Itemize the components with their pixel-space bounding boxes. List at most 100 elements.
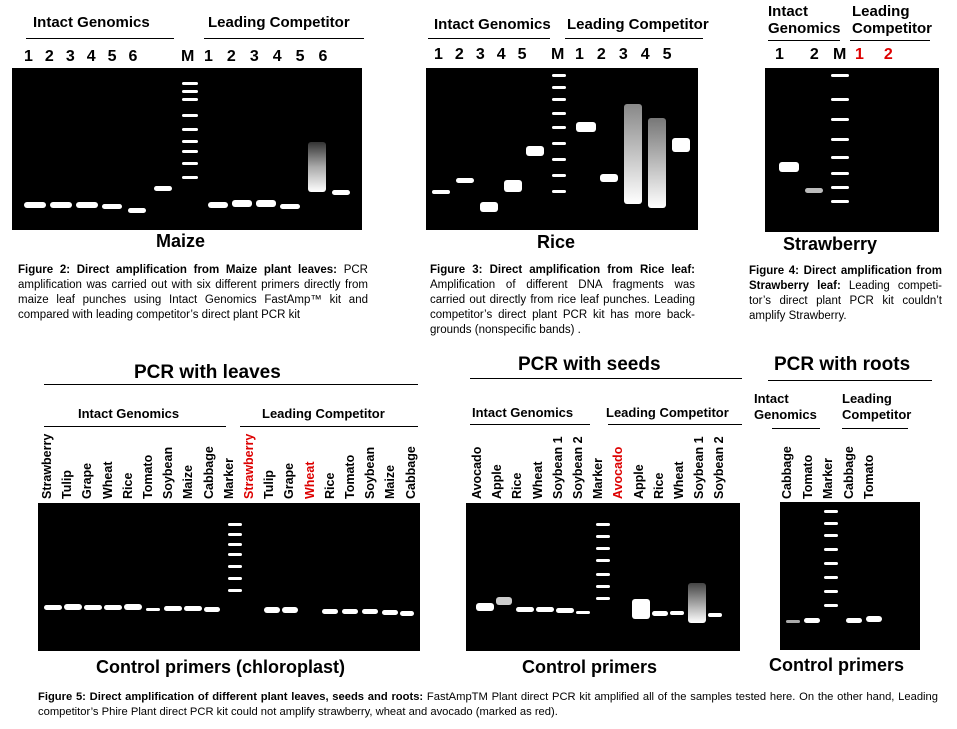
lane-label: Rice [120, 472, 135, 499]
caption-bold: Figure 4: Direct amplification from Stra… [749, 265, 942, 292]
label-line: Intact [768, 3, 809, 20]
fig5-caption: Figure 5: Direct amplification of differ… [38, 690, 938, 720]
lane-label: Tomato [141, 454, 155, 499]
lane-number: 5 [517, 46, 527, 63]
fig4-competitor-rule [850, 40, 930, 41]
fig4-marker-label: M [833, 46, 847, 63]
seeds-title: PCR with seeds [518, 354, 661, 375]
lane-label: Rice [510, 472, 525, 499]
fig2-intact-rule [26, 38, 174, 39]
roots-gel-image [780, 502, 920, 650]
leaves-intact-rule [44, 426, 226, 427]
lane-label: Cabbage [780, 446, 794, 499]
lane-number: 6 [128, 48, 138, 65]
label-line: Genomics [754, 407, 817, 422]
label-line: Leading [852, 3, 910, 20]
fig2-gel-title: Maize [156, 231, 206, 251]
fig4-intact-label: Intact Genomics [768, 3, 841, 37]
fig3-intact-rule [428, 38, 550, 39]
roots-title: PCR with roots [774, 354, 911, 375]
lane-label: Tulip [60, 470, 75, 499]
lane-label: Tomato [862, 454, 876, 499]
roots-intact-label: Intact Genomics [754, 391, 817, 423]
caption-text: FastAmpTM Plant direct PCR kit amplified… [38, 691, 938, 718]
roots-competitor-label: Leading Competitor [842, 391, 911, 423]
lane-label: Rice [322, 472, 337, 499]
fig4-gel-title: Strawberry [783, 234, 878, 254]
leaves-intact-label: Intact Genomics [78, 406, 180, 421]
leaves-footer: Control primers (chloroplast) [96, 657, 346, 677]
lane-label: Wheat [672, 461, 686, 500]
roots-title-rule [768, 380, 932, 381]
lane-label: Avocado [470, 446, 484, 499]
lane-number: 6 [318, 48, 328, 65]
lane-number: 2 [454, 46, 464, 63]
lane-number: 3 [618, 46, 628, 63]
lane-label: Soybean 1 [692, 436, 707, 499]
label-line: Competitor [842, 407, 912, 422]
fig3-competitor-rule [565, 38, 703, 39]
lane-number: 5 [107, 48, 117, 65]
lane-label: Tomato [800, 454, 815, 499]
lane-number: 5 [295, 48, 305, 65]
lane-label: Wheat [100, 461, 115, 500]
lane-number: 2 [44, 48, 54, 65]
caption-bold: Figure 5: Direct amplification of differ… [38, 691, 424, 703]
lane-number: 2 [226, 48, 236, 65]
fig3-intact-label: Intact Genomics [434, 16, 551, 33]
lane-number: 2 [596, 46, 606, 63]
fig3-competitor-label: Leading Competitor [567, 16, 709, 33]
lane-label: Soybean 2 [571, 436, 585, 499]
lane-label: Avocado [611, 446, 626, 499]
lane-label: Grape [282, 462, 297, 499]
caption-text: Amplification of different DNA fragments… [430, 279, 695, 336]
lane-number: 4 [496, 46, 506, 63]
leaves-competitor-rule [240, 426, 418, 427]
fig4-intact-rule [768, 40, 840, 41]
lane-number: 1 [434, 46, 443, 63]
lane-number: 3 [249, 48, 259, 65]
fig2-caption: Figure 2: Direct amplification from Maiz… [18, 263, 368, 323]
fig4-competitor-label: Leading Competitor [852, 3, 932, 37]
seeds-title-rule [470, 378, 742, 379]
caption-bold: Figure 2: Direct amplification from Maiz… [18, 264, 338, 276]
leaves-competitor-label: Leading Competitor [262, 406, 385, 421]
lane-number: 3 [475, 46, 485, 63]
leaves-gel-image [38, 503, 420, 651]
lane-label: Tomato [343, 454, 357, 499]
label-line: Leading [842, 391, 892, 406]
lane-number: 1 [204, 48, 213, 65]
roots-competitor-rule [842, 428, 908, 429]
lane-label: Apple [631, 464, 646, 499]
lane-label: Apple [490, 464, 505, 499]
fig4-gel-image [765, 68, 939, 232]
seeds-intact-label: Intact Genomics [472, 405, 574, 420]
fig2-intact-label: Intact Genomics [33, 14, 150, 31]
lane-number: 4 [86, 48, 96, 65]
lane-label: Maize [383, 464, 398, 499]
lane-label: Wheat [530, 461, 545, 500]
lane-label: Marker [591, 458, 606, 499]
label-line: Competitor [852, 20, 932, 37]
fig4-caption: Figure 4: Direct amplification from Stra… [749, 264, 942, 324]
lane-label: Maize [181, 464, 196, 499]
lane-number: 3 [65, 48, 75, 65]
caption-bold: Figure 3: Direct amplification from Rice… [430, 264, 695, 276]
lane-label: Tulip [262, 470, 277, 499]
lane-label: Cabbage [201, 446, 216, 499]
seeds-footer: Control primers [522, 657, 658, 677]
fig3-gel-image [426, 68, 698, 230]
label-line: Intact [754, 391, 789, 406]
lane-number: 1 [855, 46, 864, 63]
leaves-title: PCR with leaves [134, 362, 281, 383]
fig2-marker-label: M [181, 48, 195, 65]
lane-number: 2 [809, 46, 819, 63]
seeds-competitor-label: Leading Competitor [606, 405, 729, 420]
lane-label: Strawberry [40, 433, 54, 499]
lane-number: 2 [883, 46, 893, 63]
lane-number: 1 [775, 46, 784, 63]
